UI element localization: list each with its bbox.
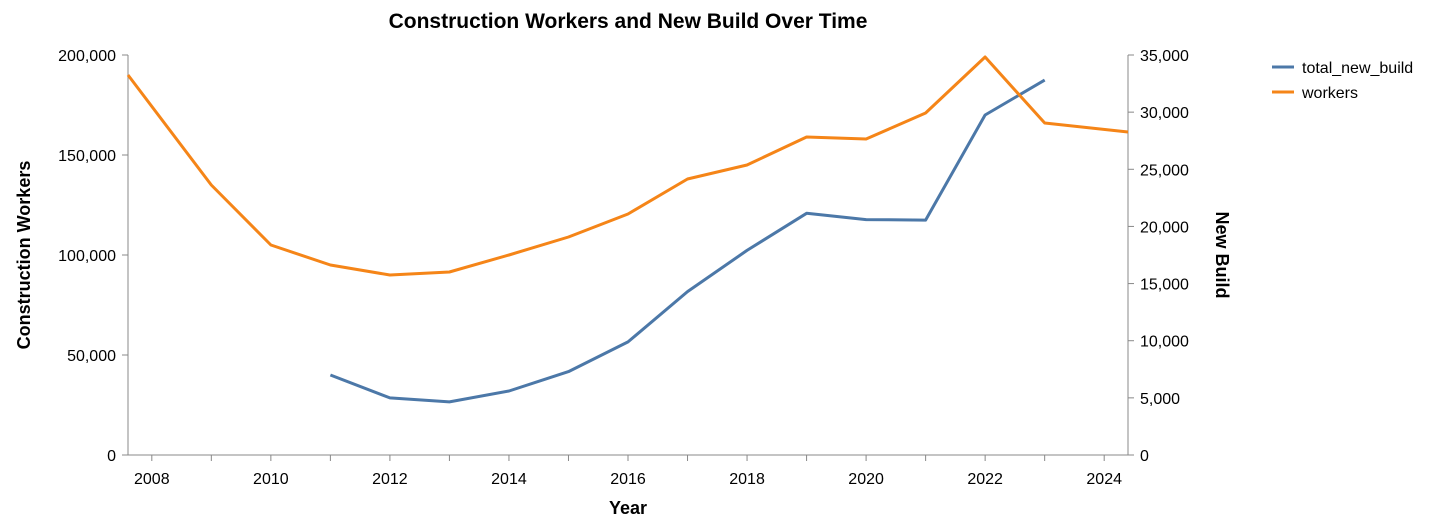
- y-right-tick-label: 10,000: [1140, 334, 1189, 351]
- y-right-tick-label: 20,000: [1140, 219, 1189, 236]
- x-tick-label: 2022: [967, 471, 1003, 488]
- x-tick-label: 2008: [134, 471, 170, 488]
- y-right-tick-label: 15,000: [1140, 277, 1189, 294]
- legend-label-workers: workers: [1301, 85, 1358, 102]
- x-tick-label: 2010: [253, 471, 289, 488]
- series-line-workers: [126, 55, 1129, 277]
- legend-label-total_new_build: total_new_build: [1302, 60, 1413, 77]
- series-layer: [126, 55, 1129, 404]
- x-tick-label: 2024: [1086, 471, 1122, 488]
- x-tick-label: 2012: [372, 471, 408, 488]
- series-line-total_new_build: [329, 78, 1046, 404]
- y-left-axis-title: Construction Workers: [14, 161, 34, 350]
- y-right-tick-label: 0: [1140, 448, 1149, 465]
- x-axis-ticks: 2008 2010 2012 2014 2016 2018 2020 2022 2024: [134, 455, 1122, 488]
- chart-title: Construction Workers and New Build Over …: [389, 10, 868, 33]
- y-right-axis-ticks: 0 5,000 10,000 15,000 20,000 25,000 30,000 35,0…: [1128, 48, 1189, 465]
- x-tick-label: 2020: [848, 471, 884, 488]
- y-right-tick-label: 25,000: [1140, 162, 1189, 179]
- y-left-tick-label: 50,000: [67, 348, 116, 365]
- y-left-tick-label: 100,000: [58, 248, 116, 265]
- y-right-axis-title: New Build: [1212, 211, 1232, 298]
- x-tick-label: 2016: [610, 471, 646, 488]
- y-right-tick-label: 5,000: [1140, 391, 1180, 408]
- x-tick-label: 2018: [729, 471, 765, 488]
- x-tick-label: 2014: [491, 471, 527, 488]
- y-right-tick-label: 30,000: [1140, 105, 1189, 122]
- y-left-tick-label: 200,000: [58, 48, 116, 65]
- y-left-tick-label: 150,000: [58, 148, 116, 165]
- y-right-tick-label: 35,000: [1140, 48, 1189, 65]
- x-axis-title: Year: [609, 498, 647, 518]
- y-left-tick-label: 0: [107, 448, 116, 465]
- y-left-axis-ticks: 0 50,000 100,000 150,000 200,000: [58, 48, 128, 465]
